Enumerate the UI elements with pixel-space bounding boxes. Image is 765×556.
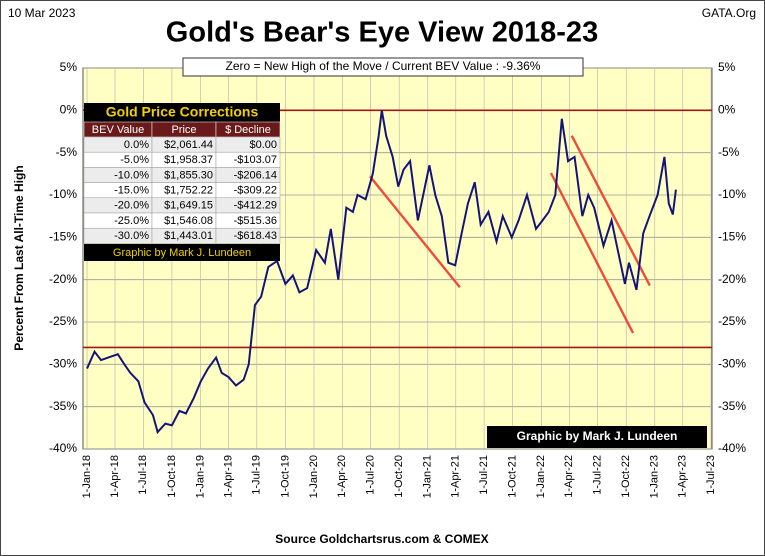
y-tick-label: -15%	[49, 230, 77, 244]
table-cell: $1,855.30	[164, 169, 213, 181]
table-cell: $1,958.37	[164, 154, 213, 166]
x-tick-label: 1-Apr-18	[109, 455, 121, 498]
x-tick-label: 1-Oct-19	[279, 455, 291, 498]
y2-tick-label: 0%	[718, 103, 736, 117]
y-tick-label: -35%	[49, 399, 77, 413]
credit-box	[487, 426, 707, 448]
table-cell: -$618.43	[234, 230, 277, 242]
x-tick-label: 1-Jan-19	[194, 455, 206, 498]
table-cell: -15.0%	[114, 185, 149, 197]
source: Source Goldchartsrus.com & COMEX	[275, 532, 488, 546]
data-line	[86, 110, 677, 435]
x-tick-label: 1-Jan-23	[649, 455, 661, 498]
table-cell: $1,546.08	[164, 215, 213, 227]
x-tick-label: 1-Apr-23	[677, 455, 689, 498]
y-tick-label: -25%	[49, 314, 77, 328]
table-cell: -30.0%	[114, 230, 149, 242]
table-cell-bg	[215, 227, 281, 244]
x-tick-label: 1-Jan-21	[422, 455, 434, 498]
trend-line	[549, 172, 635, 334]
y-tick-label: -5%	[56, 145, 78, 159]
table-cell: $1,752.22	[164, 185, 213, 197]
table-cell: 0.0%	[124, 139, 149, 151]
y-tick-label: 5%	[60, 60, 78, 74]
table-cell: -$515.36	[234, 215, 277, 227]
table-footer: Graphic by Mark J. Lundeen	[113, 247, 251, 259]
x-tick-label: 1-Jan-18	[81, 455, 93, 498]
y-tick-label: -20%	[49, 272, 77, 286]
trend-line	[570, 135, 651, 287]
date: 10 Mar 2023	[8, 6, 76, 20]
table-title: Gold Price Corrections	[106, 104, 259, 120]
y2-tick-label: -30%	[718, 357, 746, 371]
x-tick-label: 1-Oct-21	[507, 455, 519, 498]
table-cell: -$103.07	[234, 154, 277, 166]
y2-tick-label: -25%	[718, 314, 746, 328]
table-cell: -$309.22	[234, 185, 277, 197]
table-cell: -5.0%	[120, 154, 149, 166]
table-cell: $2,061.44	[164, 139, 213, 151]
x-tick-label: 1-Apr-21	[450, 455, 462, 498]
y2-tick-label: -5%	[718, 145, 740, 159]
x-tick-label: 1-Oct-18	[166, 455, 178, 498]
x-tick-label: 1-Jul-22	[591, 455, 603, 495]
x-tick-label: 1-Apr-19	[222, 455, 234, 498]
y2-tick-label: -10%	[718, 187, 746, 201]
table-header: BEV Value	[92, 124, 144, 136]
chart-title: Gold's Bear's Eye View 2018-23	[166, 17, 598, 49]
table-footer-bg	[84, 244, 280, 261]
y-tick-label: -40%	[49, 441, 77, 455]
x-tick-label: 1-Jul-20	[365, 455, 377, 495]
x-tick-label: 1-Oct-22	[620, 455, 632, 498]
table-cell: -$206.14	[234, 169, 277, 181]
y2-tick-label: -35%	[718, 399, 746, 413]
annotation: Zero = New High of the Move / Current BE…	[226, 59, 541, 73]
x-tick-label: 1-Oct-20	[393, 455, 405, 498]
y2-tick-label: -20%	[718, 272, 746, 286]
table-cell: $1,443.01	[164, 230, 213, 242]
y-tick-label: -30%	[49, 357, 77, 371]
x-tick-label: 1-Jan-22	[535, 455, 547, 498]
trend-line	[369, 175, 461, 289]
x-tick-label: 1-Jul-18	[137, 455, 149, 495]
table-cell: -10.0%	[114, 169, 149, 181]
table-cell: $1,649.15	[164, 200, 213, 212]
y-axis-label: Percent From Last All-Time High	[12, 165, 26, 350]
table-header: Price	[171, 124, 196, 136]
y2-tick-label: -40%	[718, 441, 746, 455]
x-tick-label: 1-Apr-22	[563, 455, 575, 498]
x-tick-label: 1-Jul-23	[705, 455, 717, 495]
table-cell: -25.0%	[114, 215, 149, 227]
y-tick-label: 0%	[60, 103, 78, 117]
y-tick-label: -10%	[49, 187, 77, 201]
annotation-box	[182, 57, 584, 77]
x-tick-label: 1-Jul-21	[478, 455, 490, 495]
credit: Graphic by Mark J. Lundeen	[517, 429, 678, 443]
table-cell: $0.00	[249, 139, 277, 151]
x-tick-label: 1-Apr-20	[336, 455, 348, 498]
table-cell: -$412.29	[234, 200, 277, 212]
x-tick-label: 1-Jul-19	[251, 455, 263, 495]
table-cell: -20.0%	[114, 200, 149, 212]
y2-tick-label: -15%	[718, 230, 746, 244]
table-title-bg	[84, 103, 280, 122]
table-header: $ Decline	[225, 124, 271, 136]
brand: GATA.Org	[702, 6, 756, 20]
x-tick-label: 1-Jan-20	[308, 455, 320, 498]
y2-tick-label: 5%	[718, 60, 736, 74]
